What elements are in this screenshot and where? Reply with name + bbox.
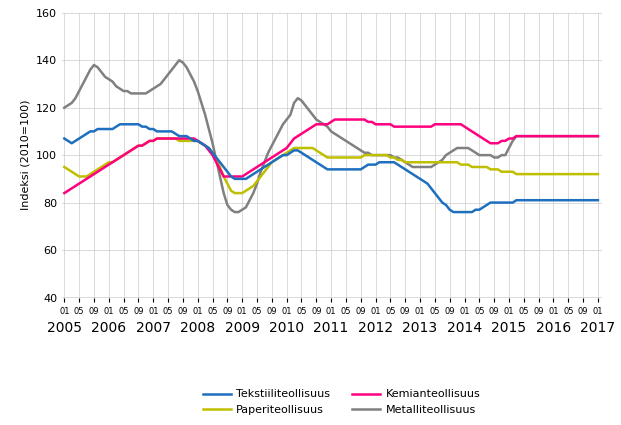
Metalliteollisuus [231, 210, 238, 215]
Kemianteollisuus [86, 174, 94, 179]
Kemianteollisuus [331, 117, 338, 122]
Kemianteollisuus [561, 133, 568, 139]
Tekstiiliteollisuus [487, 200, 494, 205]
Metalliteollisuus [472, 150, 479, 155]
Tekstiiliteollisuus [594, 198, 602, 203]
Tekstiiliteollisuus [61, 136, 68, 141]
Kemianteollisuus [594, 133, 602, 139]
Paperiteollisuus [86, 172, 94, 177]
Tekstiiliteollisuus [86, 129, 94, 134]
Line: Paperiteollisuus: Paperiteollisuus [65, 139, 598, 193]
Paperiteollisuus [65, 167, 72, 172]
Line: Metalliteollisuus: Metalliteollisuus [65, 60, 598, 212]
Paperiteollisuus [472, 164, 479, 170]
Kemianteollisuus [372, 122, 379, 127]
Tekstiiliteollisuus [372, 162, 379, 167]
Kemianteollisuus [468, 129, 476, 134]
Y-axis label: Indeksi (2010=100): Indeksi (2010=100) [20, 100, 30, 210]
Paperiteollisuus [594, 172, 602, 177]
Metalliteollisuus [594, 133, 602, 139]
Kemianteollisuus [483, 139, 491, 144]
Metalliteollisuus [564, 133, 572, 139]
Paperiteollisuus [153, 136, 161, 141]
Tekstiiliteollisuus [564, 198, 572, 203]
Metalliteollisuus [61, 105, 68, 110]
Paperiteollisuus [487, 167, 494, 172]
Line: Kemianteollisuus: Kemianteollisuus [65, 119, 598, 193]
Kemianteollisuus [61, 190, 68, 196]
Paperiteollisuus [231, 190, 238, 196]
Tekstiiliteollisuus [116, 122, 124, 127]
Metalliteollisuus [176, 58, 183, 63]
Legend: Tekstiiliteollisuus, Paperiteollisuus, Kemianteollisuus, Metalliteollisuus: Tekstiiliteollisuus, Paperiteollisuus, K… [198, 385, 485, 419]
Tekstiiliteollisuus [472, 207, 479, 212]
Metalliteollisuus [487, 153, 494, 158]
Paperiteollisuus [61, 164, 68, 170]
Paperiteollisuus [376, 153, 383, 158]
Line: Tekstiiliteollisuus: Tekstiiliteollisuus [65, 124, 598, 212]
Kemianteollisuus [65, 188, 72, 193]
Paperiteollisuus [564, 172, 572, 177]
Metalliteollisuus [86, 67, 94, 72]
Metalliteollisuus [376, 153, 383, 158]
Tekstiiliteollisuus [450, 210, 457, 215]
Tekstiiliteollisuus [65, 139, 72, 144]
Metalliteollisuus [65, 103, 72, 108]
